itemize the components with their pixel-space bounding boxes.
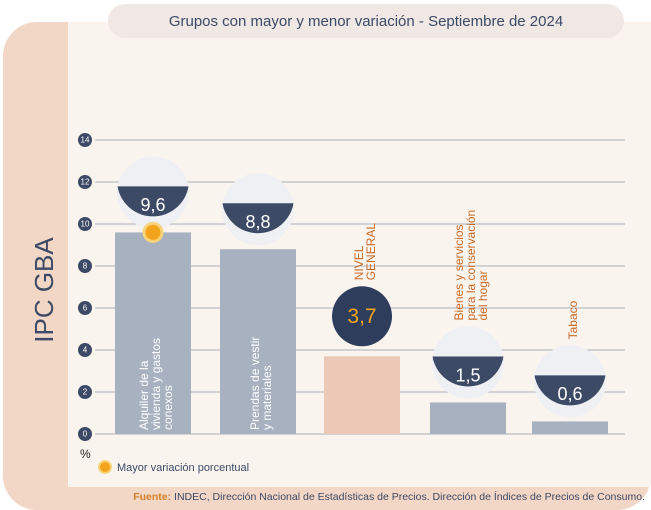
value-badge bbox=[222, 203, 294, 234]
value-label: 8,8 bbox=[245, 212, 270, 232]
category-label: del hogar bbox=[476, 270, 490, 320]
value-label: 0,6 bbox=[557, 384, 582, 404]
category-label: NIVEL bbox=[352, 245, 366, 280]
value-label: 9,6 bbox=[140, 195, 165, 215]
y-tick-label: 6 bbox=[83, 304, 88, 313]
category-label: GENERAL bbox=[364, 223, 378, 281]
value-badge bbox=[332, 286, 392, 347]
bar bbox=[115, 232, 191, 434]
chart-title: Grupos con mayor y menor variación - Sep… bbox=[169, 13, 563, 30]
category-label: Prendas de vestir bbox=[248, 337, 262, 430]
source-label: Fuente: bbox=[133, 491, 171, 503]
category-label: y materiales bbox=[260, 365, 274, 430]
category-label: Tabaco bbox=[566, 300, 580, 339]
value-label: 1,5 bbox=[455, 365, 480, 385]
value-badge bbox=[432, 356, 504, 387]
value-badge bbox=[534, 375, 606, 406]
category-label: Bienes y servicios bbox=[452, 224, 466, 320]
y-tick-badge bbox=[78, 301, 92, 315]
category-label: para la conservación bbox=[464, 210, 478, 321]
y-tick-label: 14 bbox=[81, 136, 90, 145]
y-tick-label: 4 bbox=[83, 346, 88, 355]
y-tick-label: 12 bbox=[81, 178, 90, 187]
legend-label: Mayor variación porcentual bbox=[117, 462, 249, 474]
source-text: INDEC, Dirección Nacional de Estadística… bbox=[171, 490, 645, 503]
bar bbox=[532, 421, 608, 434]
unit-label: % bbox=[80, 447, 91, 461]
highlight-marker bbox=[142, 221, 164, 243]
y-tick-badge bbox=[78, 259, 92, 273]
category-label: Alquiler de la bbox=[137, 360, 151, 430]
source: Fuente: INDEC, Dirección Nacional de Est… bbox=[133, 490, 645, 503]
y-tick-badge bbox=[78, 343, 92, 357]
y-tick-badge bbox=[78, 427, 92, 441]
bar bbox=[324, 356, 400, 434]
y-tick-badge bbox=[78, 217, 92, 231]
legend-marker bbox=[98, 460, 112, 474]
y-tick-label: 8 bbox=[83, 262, 88, 271]
value-badge bbox=[117, 186, 189, 217]
category-label: vivienda y gastos bbox=[149, 338, 163, 430]
y-tick-label: 10 bbox=[81, 220, 90, 229]
y-tick-badge bbox=[78, 385, 92, 399]
y-tick-label: 2 bbox=[83, 388, 88, 397]
side-title: IPC GBA bbox=[29, 237, 59, 343]
bar bbox=[220, 249, 296, 434]
bar bbox=[430, 402, 506, 434]
title-pill bbox=[108, 4, 624, 38]
y-tick-badge bbox=[78, 133, 92, 147]
category-label: conexos bbox=[161, 385, 175, 430]
y-tick-badge bbox=[78, 175, 92, 189]
value-label: 3,7 bbox=[347, 305, 376, 328]
y-tick-label: 0 bbox=[83, 430, 88, 439]
